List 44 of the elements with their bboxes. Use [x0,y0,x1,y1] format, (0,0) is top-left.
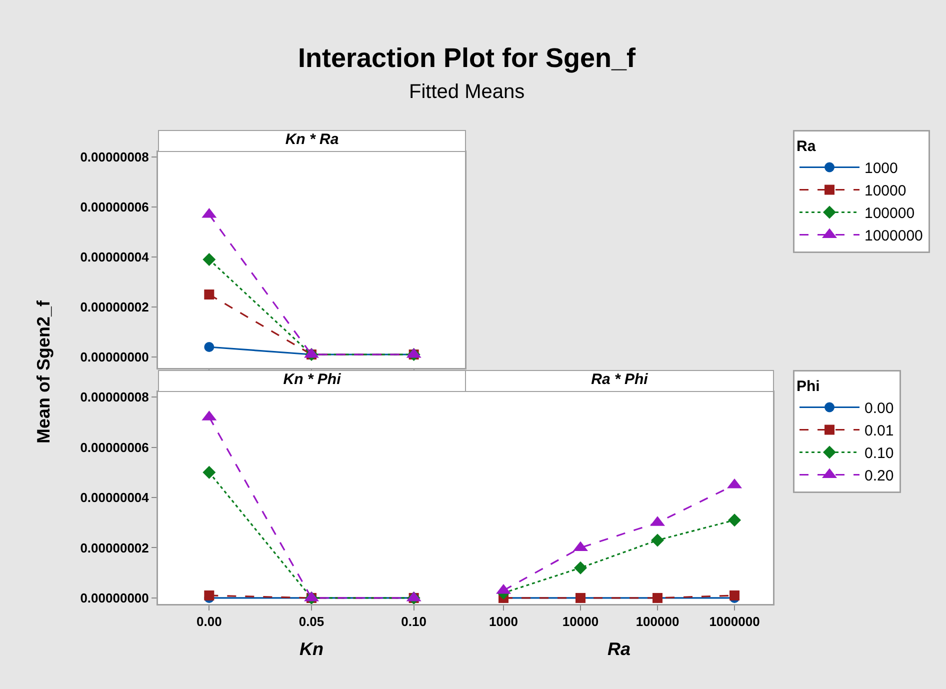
y-tick-label: 0.00000006 [80,200,149,215]
point [202,253,216,266]
text: Interaction Plot for Sgen_f [298,43,637,73]
point [204,342,214,352]
x-tick-label: 1000 [489,614,518,630]
legend-label: 0.01 [864,422,894,440]
legend-label: 0.00 [864,400,894,418]
y-axis-title: Mean of Sgen2_f [34,300,54,444]
legend-label: 100000 [864,205,915,222]
y-tick-label: 0.00000004 [80,250,150,265]
x-tick-label: 0.00 [196,614,222,630]
y-tick-label: 0.00000002 [80,540,149,556]
x-tick-label: 10000 [562,614,599,630]
y-tick-label: 0.00000002 [80,300,149,315]
x-axis-title: Ra [607,638,631,659]
legend-label: 0.10 [864,445,894,462]
x-tick-label: 0.10 [401,614,426,630]
y-tick-label: 0.00000000 [80,350,149,365]
point [730,590,740,600]
chart-title: Kn * Phi [158,370,466,392]
text: Fitted Means [409,81,525,103]
x-axis-title: Kn [300,638,324,659]
y-tick-label: 0.00000008 [80,390,149,405]
point [204,290,214,300]
legend-label: 10000 [864,182,906,200]
y-tick-label: 0.00000008 [80,150,149,165]
point [728,514,741,527]
y-tick-label: 0.00000006 [80,440,149,455]
x-tick-label: 100000 [636,614,680,630]
legend-label: 0.20 [864,468,894,485]
legend-title: Ra [796,138,816,155]
y-tick-label: 0.00000004 [80,490,150,506]
chart-title: Ra * Phi [465,370,774,392]
y-tick-label: 0.00000000 [80,590,149,606]
x-tick-label: 0.05 [298,614,324,630]
point [651,534,664,547]
point [202,466,216,479]
chart-title: Kn * Ra [158,130,466,152]
legend-title: Phi [796,378,820,395]
legend-label: 1000 [864,160,898,178]
x-tick-label: 1000000 [709,614,760,630]
legend-label: 1000000 [864,228,923,245]
point [574,561,587,574]
point [204,590,214,600]
